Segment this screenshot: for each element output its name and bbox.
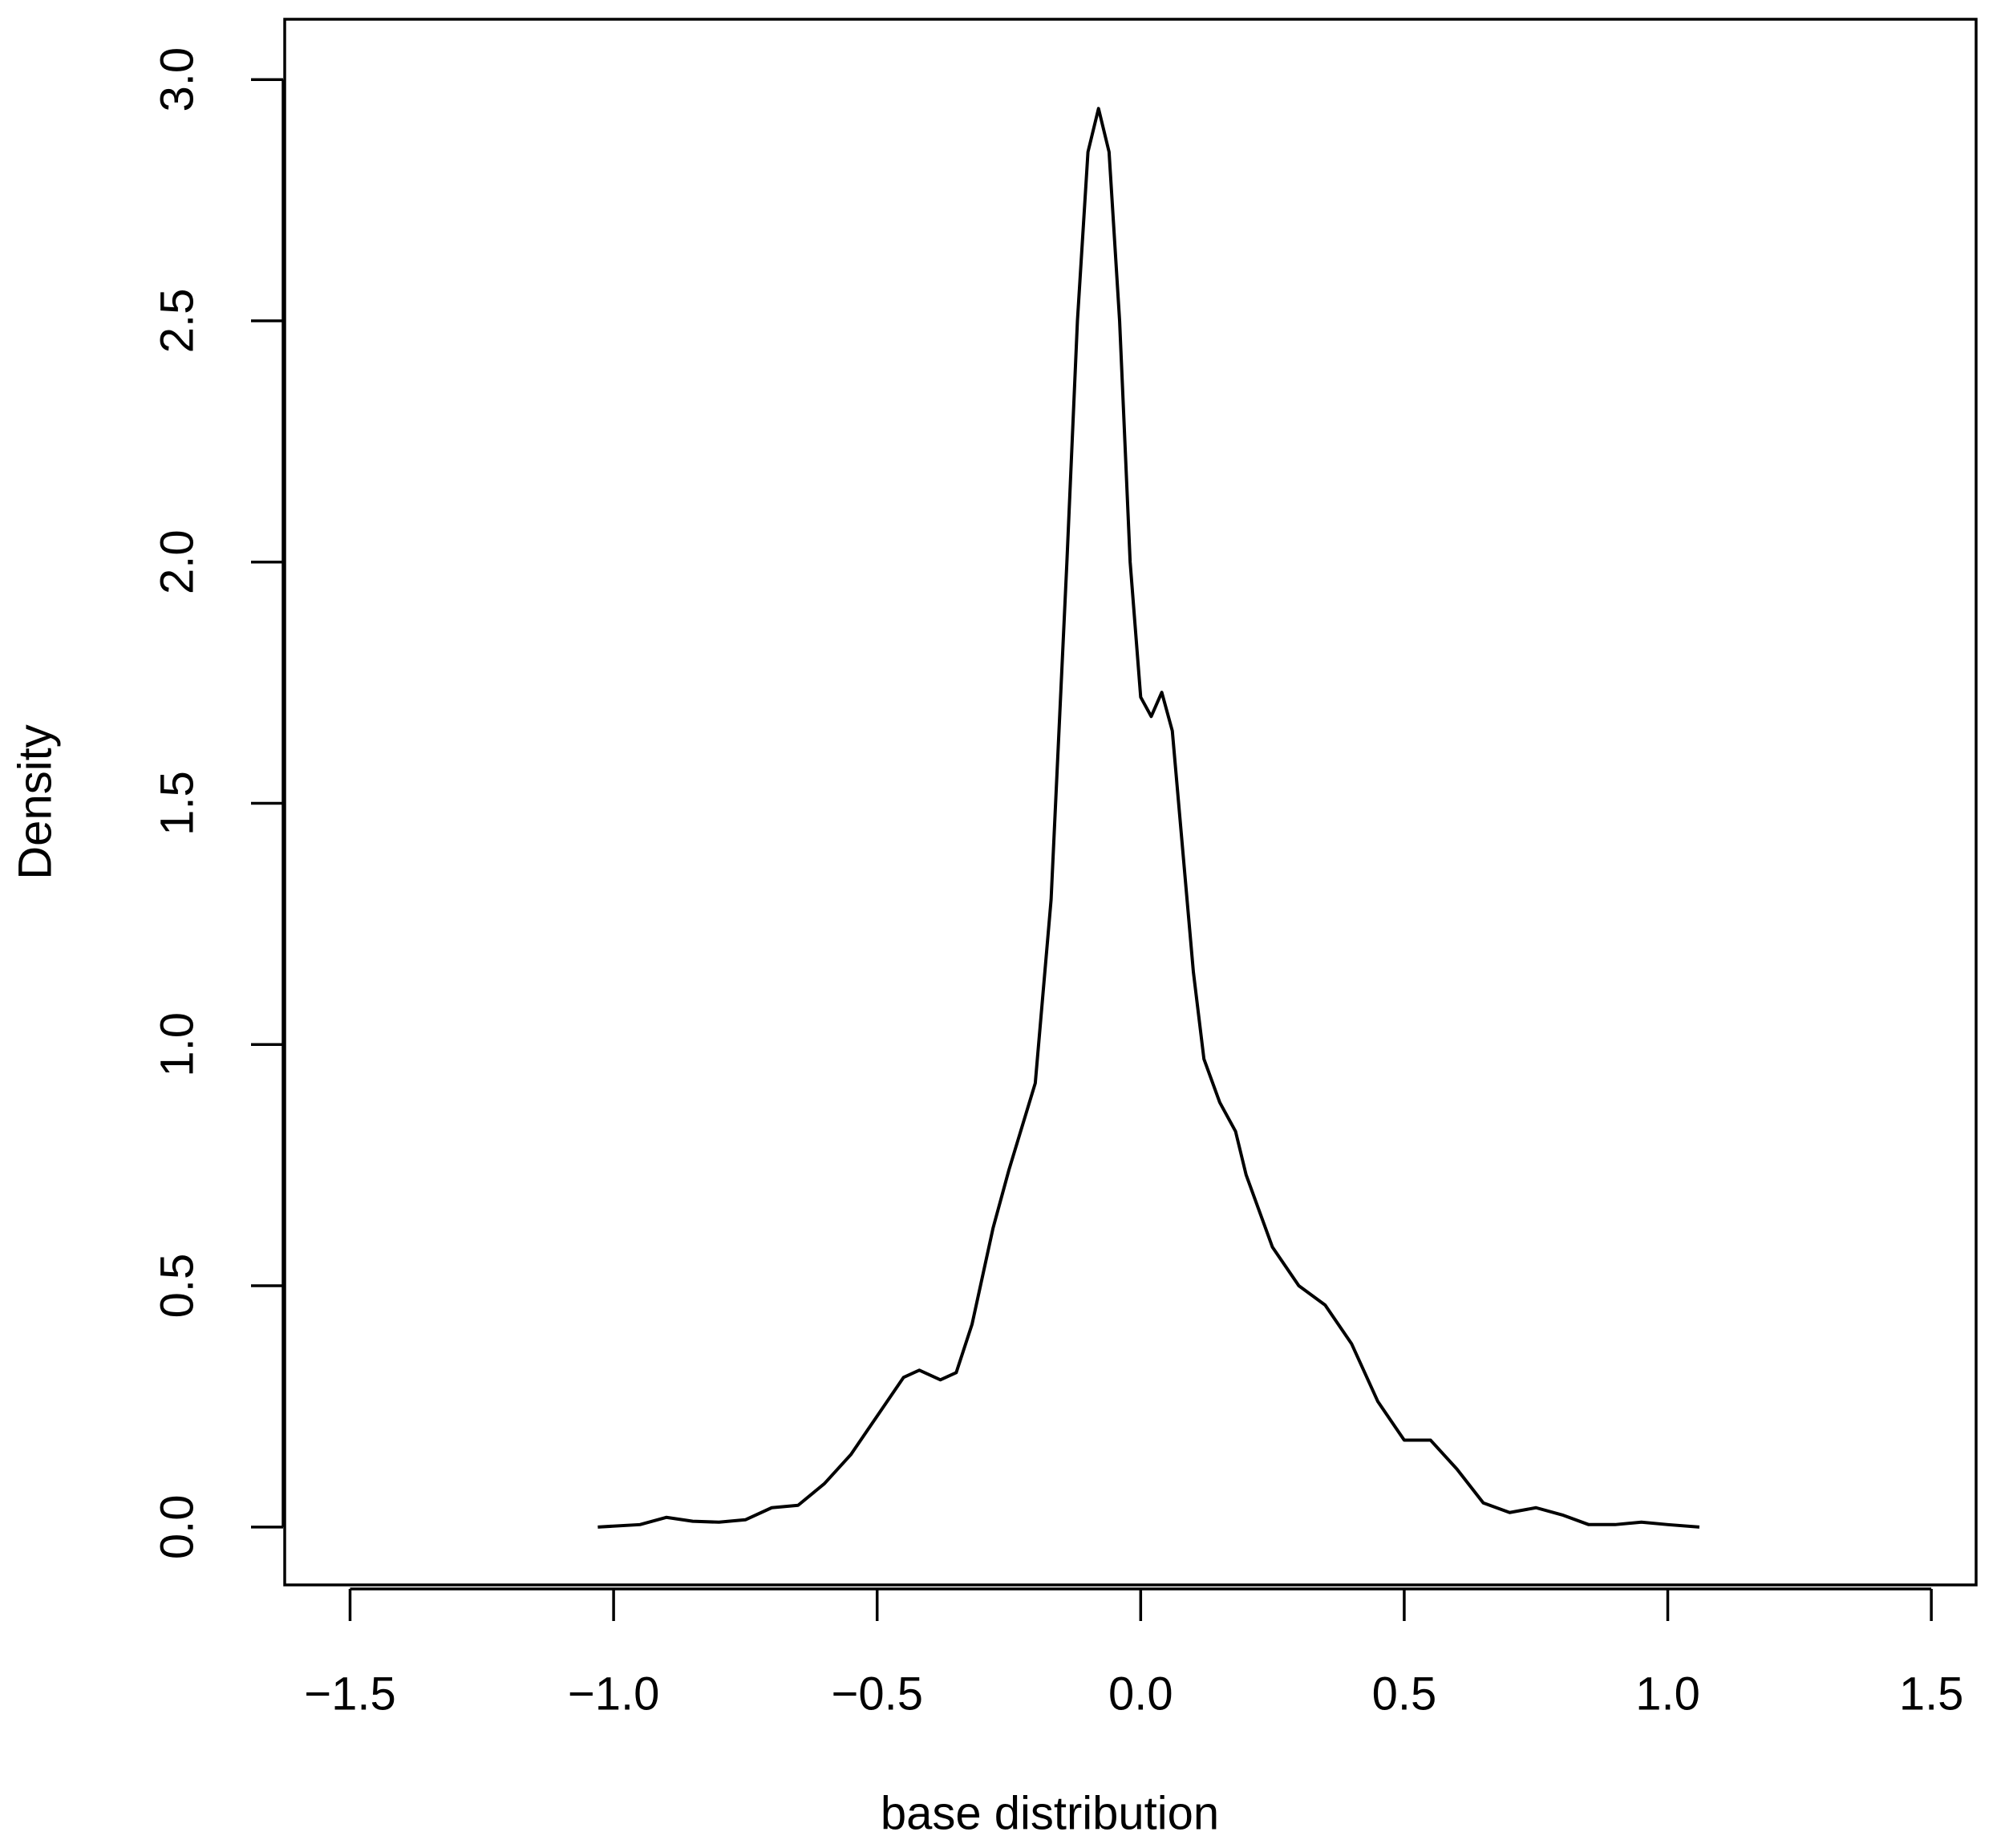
y-axis-label: Density (9, 724, 61, 879)
y-tick-label: 3.0 (151, 47, 203, 112)
y-tick-label: 0.5 (151, 1254, 203, 1319)
x-tick-label: −0.5 (831, 1668, 923, 1720)
y-tick-label: 2.5 (151, 289, 203, 354)
x-tick-label: 0.0 (1108, 1668, 1173, 1720)
y-tick-label: 0.0 (151, 1494, 203, 1559)
x-tick-label: 1.5 (1899, 1668, 1964, 1720)
x-tick-label: −1.0 (568, 1668, 660, 1720)
x-tick-label: 1.0 (1635, 1668, 1700, 1720)
y-tick-label: 1.0 (151, 1012, 203, 1077)
y-tick-label: 2.0 (151, 529, 203, 594)
x-axis-label: base distribution (881, 1787, 1219, 1839)
x-tick-label: 0.5 (1372, 1668, 1437, 1720)
y-tick-label: 1.5 (151, 771, 203, 836)
x-tick-label: −1.5 (304, 1668, 396, 1720)
plot-frame (283, 18, 1978, 1587)
density-line (597, 107, 1700, 1529)
